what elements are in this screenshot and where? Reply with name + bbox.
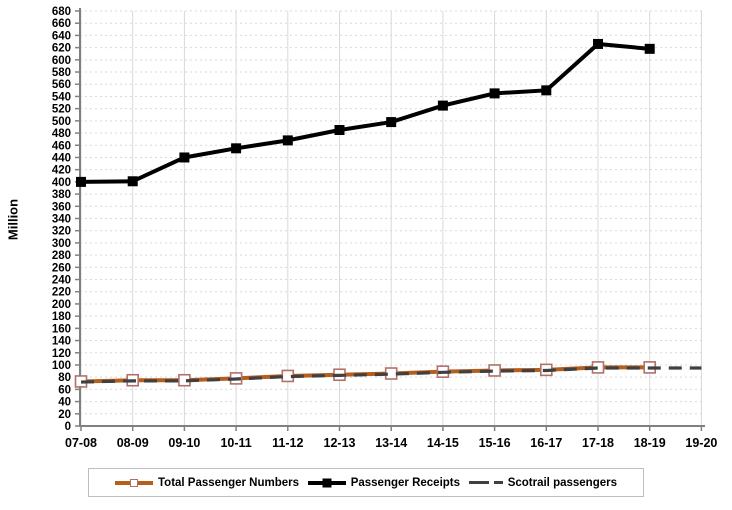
x-tick-label: 12-13 xyxy=(324,436,356,450)
y-tick-label: 560 xyxy=(52,79,71,91)
x-tick-label: 19-20 xyxy=(685,436,717,450)
y-tick-label: 660 xyxy=(52,18,71,30)
y-tick-label: 680 xyxy=(52,6,71,18)
y-tick-label: 600 xyxy=(52,55,71,67)
data-point-passenger-receipts xyxy=(541,85,552,96)
y-tick-label: 640 xyxy=(52,30,71,42)
y-tick-label: 240 xyxy=(52,275,71,287)
data-point-passenger-receipts xyxy=(76,176,86,187)
data-point-passenger-receipts xyxy=(437,100,448,111)
legend: Total Passenger Numbers Passenger Receip… xyxy=(88,468,644,497)
data-point-passenger-receipts xyxy=(644,43,655,54)
y-tick-label: 80 xyxy=(58,372,71,384)
data-point-passenger-receipts xyxy=(593,38,603,49)
data-point-passenger-receipts xyxy=(489,88,500,99)
y-tick-label: 540 xyxy=(52,91,71,103)
x-tick-label: 11-12 xyxy=(272,436,303,450)
x-tick-label: 15-16 xyxy=(479,436,511,450)
data-point-passenger-receipts xyxy=(127,176,138,187)
x-tick-label: 18-19 xyxy=(634,436,666,450)
y-tick-label: 340 xyxy=(52,214,71,226)
x-tick-label: 17-18 xyxy=(582,436,614,450)
legend-item-passenger-receipts: Passenger Receipts xyxy=(307,476,461,489)
data-point-passenger-receipts xyxy=(282,135,293,146)
axis-labels: 6806606406206005805605405205004804604404… xyxy=(52,6,718,450)
series-group xyxy=(74,38,702,388)
gridlines xyxy=(80,10,705,427)
y-tick-label: 220 xyxy=(52,287,71,299)
y-tick-label: 360 xyxy=(52,201,71,213)
y-tick-label: 180 xyxy=(52,311,71,323)
x-tick-label: 16-17 xyxy=(530,436,562,450)
y-tick-label: 160 xyxy=(52,323,71,335)
y-tick-label: 40 xyxy=(58,397,71,409)
legend-label-passenger-receipts: Passenger Receipts xyxy=(350,476,461,489)
legend-item-total-passenger-numbers: Total Passenger Numbers xyxy=(115,477,299,489)
line-chart: 6806606406206005805605405205004804604404… xyxy=(52,6,718,450)
legend-item-scotrail-passengers: Scotrail passengers xyxy=(468,476,617,489)
data-point-passenger-receipts xyxy=(231,143,242,154)
y-tick-label: 100 xyxy=(52,360,71,372)
axes xyxy=(75,8,705,431)
y-tick-label: 260 xyxy=(52,262,71,274)
y-tick-label: 620 xyxy=(52,43,71,55)
y-tick-label: 280 xyxy=(52,250,71,262)
y-tick-label: 380 xyxy=(52,189,71,201)
legend-label-total-passenger-numbers: Total Passenger Numbers xyxy=(158,476,300,489)
x-tick-label: 14-15 xyxy=(427,436,459,450)
y-tick-label: 20 xyxy=(58,409,71,421)
y-tick-label: 440 xyxy=(52,152,71,164)
y-tick-label: 140 xyxy=(52,336,71,348)
y-tick-label: 200 xyxy=(52,299,71,311)
series-line-passenger-receipts xyxy=(80,41,650,184)
y-tick-label: 580 xyxy=(52,67,71,79)
y-tick-label: 420 xyxy=(52,165,71,177)
y-tick-label: 300 xyxy=(52,238,71,250)
y-tick-label: 480 xyxy=(52,128,71,140)
legend-sample-total-passenger-numbers-line-icon xyxy=(115,478,153,487)
y-tick-label: 520 xyxy=(52,104,71,116)
y-tick-label: 0 xyxy=(65,421,71,433)
data-point-passenger-receipts xyxy=(386,117,397,128)
legend-sample-scotrail-passengers-dashed-line-icon xyxy=(468,480,503,485)
y-tick-label: 460 xyxy=(52,140,71,152)
x-tick-label: 07-08 xyxy=(65,436,97,450)
y-tick-label: 120 xyxy=(52,348,71,360)
data-point-passenger-receipts xyxy=(179,152,190,163)
legend-sample-passenger-receipts-line-icon xyxy=(307,478,346,487)
y-tick-label: 320 xyxy=(52,226,71,238)
y-axis-title: Million xyxy=(5,198,21,241)
x-tick-label: 13-14 xyxy=(375,436,407,450)
y-tick-label: 500 xyxy=(52,116,71,128)
y-tick-label: 400 xyxy=(52,177,71,189)
y-tick-label: 60 xyxy=(58,384,71,396)
x-tick-label: 08-09 xyxy=(117,436,149,450)
x-tick-label: 10-11 xyxy=(220,436,251,450)
x-tick-label: 09-10 xyxy=(168,436,200,450)
legend-label-scotrail-passengers: Scotrail passengers xyxy=(507,476,617,489)
data-point-passenger-receipts xyxy=(334,125,345,136)
